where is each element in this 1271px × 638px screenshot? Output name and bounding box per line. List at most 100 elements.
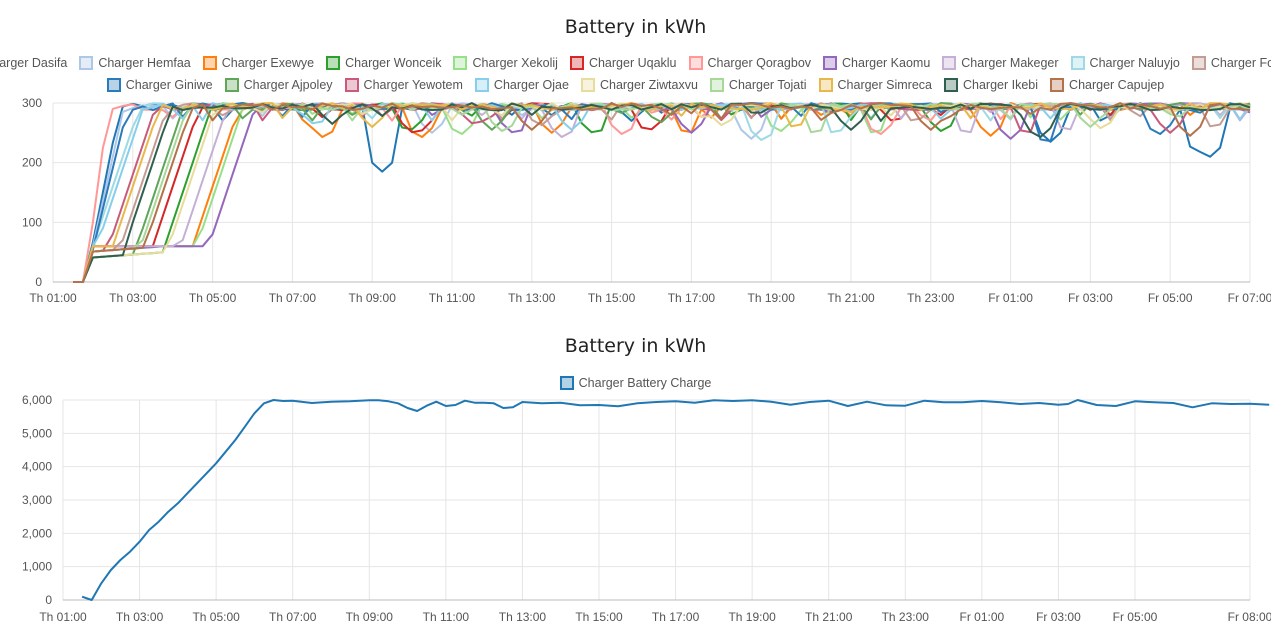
legend-label: Charger Ikebi [963,78,1039,92]
series-line-charger-qoragbov [73,102,1251,283]
legend-label: Charger Fogxafvi [1210,56,1271,70]
x-tick-label: Th 09:00 [346,610,394,624]
x-tick-label: Th 23:00 [882,610,930,624]
series-line-charger-kaomu [73,102,1251,283]
chart-bottom: Battery in kWh Charger Battery Charge Th… [0,318,1271,638]
legend-item-charger-ikebi[interactable]: Charger Ikebi [944,78,1038,92]
legend-item-charger-wonceik[interactable]: Charger Wonceik [326,56,441,70]
series-line-charger-battery-charge [81,399,1270,601]
legend-label: Charger Makeger [961,56,1059,70]
legend-item-charger-battery-charge[interactable]: Charger Battery Charge [559,376,712,390]
legend-label: Charger Tojati [728,78,807,92]
x-tick-label: Fr 03:00 [1036,610,1081,624]
x-tick-label: Fr 08:00 [1228,610,1271,624]
x-tick-label: Th 07:00 [269,610,317,624]
chart-plot-bottom: Th 01:00 Th 03:00 Th 05:00 Th 07:00 Th 09:00… [22,393,1271,624]
legend-label: Charger Uqaklu [588,56,677,70]
legend-label: Charger Ojae [493,78,569,92]
legend-item-charger-capujep[interactable]: Charger Capujep [1050,78,1164,92]
series-line-charger-ziwtaxvu [73,102,1251,283]
x-tick-label: Th 07:00 [269,291,317,305]
series-line-charger-uqaklu [73,102,1251,283]
y-tick-label: 300 [22,96,42,110]
legend-item-charger-ziwtaxvu[interactable]: Charger Ziwtaxvu [580,78,698,92]
x-tick-label: Th 01:00 [29,291,77,305]
series-line-charger-fogxafvi [73,102,1251,283]
legend-swatch [344,78,359,92]
y-tick-label: 100 [22,215,42,229]
legend-item-charger-makeger[interactable]: Charger Makeger [942,56,1059,70]
legend-row: Charger Battery Charge [0,372,1271,394]
x-tick-label: Th 21:00 [805,610,853,624]
legend-item-charger-dasifa[interactable]: Charger Dasifa [0,56,67,70]
series-line-charger-ojae [73,102,1251,283]
legend-item-charger-giniwe[interactable]: Charger Giniwe [106,78,213,92]
x-tick-label: Th 11:00 [423,610,470,624]
x-tick-label: Th 05:00 [189,291,237,305]
legend-label: Charger Wonceik [345,56,442,70]
x-tick-label: Th 03:00 [116,610,164,624]
legend-item-charger-simreca[interactable]: Charger Simreca [818,78,932,92]
legend-item-charger-kaomu[interactable]: Charger Kaomu [823,56,930,70]
chart-title: Battery in kWh [564,16,707,38]
series-line-charger-makeger [73,102,1251,283]
series-line-charger-tojati [73,102,1251,283]
series-line-charger-wonceik [73,102,1251,283]
x-tick-label: Th 19:00 [748,291,796,305]
y-tick-label: 6,000 [22,393,52,407]
x-tick-label: Th 21:00 [827,291,875,305]
x-tick-label: Th 01:00 [39,610,87,624]
legend-item-charger-hemfaa[interactable]: Charger Hemfaa [79,56,191,70]
legend-item-charger-tojati[interactable]: Charger Tojati [709,78,807,92]
legend-swatch [818,78,833,92]
legend-swatch [1191,56,1206,70]
legend-swatch [1070,56,1085,70]
legend-item-charger-xekolij[interactable]: Charger Xekolij [453,56,558,70]
legend-item-charger-naluyjo[interactable]: Charger Naluyjo [1070,56,1180,70]
legend-item-charger-uqaklu[interactable]: Charger Uqaklu [569,56,677,70]
legend-swatch [106,78,121,92]
y-tick-label: 0 [45,593,52,607]
y-tick-label: 4,000 [22,460,52,474]
legend-swatch [569,56,584,70]
legend-label: Charger Hemfaa [98,56,191,70]
legend-swatch [326,56,341,70]
series-line-charger-ajpoley [73,102,1251,283]
legend-label: Charger Xekolij [472,56,558,70]
legend-item-charger-ojae[interactable]: Charger Ojae [474,78,569,92]
legend-label: Charger Kaomu [842,56,931,70]
series-line-charger-simreca [73,102,1251,283]
y-tick-label: 0 [35,275,42,289]
series-line-charger-ikebi [73,102,1251,283]
legend-item-charger-yewotem[interactable]: Charger Yewotem [344,78,463,92]
legend: Charger Battery Charge [0,372,1271,394]
x-tick-label: Th 15:00 [588,291,636,305]
x-tick-label: Th 05:00 [192,610,240,624]
legend-label: Charger Yewotem [363,78,463,92]
legend-label: Charger Giniwe [125,78,213,92]
legend-swatch [79,56,94,70]
legend-item-charger-qoragbov[interactable]: Charger Qoragbov [688,56,811,70]
legend: Charger Dasifa Charger Hemfaa Charger Exew… [0,52,1271,96]
legend-swatch [823,56,838,70]
series-line-charger-dasifa [73,102,1251,283]
y-tick-label: 200 [22,156,42,170]
legend-item-charger-exewye[interactable]: Charger Exewye [202,56,315,70]
x-tick-label: Fr 01:00 [960,610,1005,624]
x-tick-label: Th 13:00 [508,291,556,305]
x-tick-label: Th 19:00 [728,610,776,624]
chart-plot-top: Th 01:00 Th 03:00 Th 05:00 Th 07:00 Th 09:00… [22,96,1271,305]
legend-label: Charger Exewye [221,56,315,70]
x-tick-label: Th 23:00 [907,291,955,305]
legend-item-charger-ajpoley[interactable]: Charger Ajpoley [224,78,333,92]
series-line-charger-giniwe [73,102,1251,283]
legend-label: Charger Battery Charge [578,376,712,390]
series-line-charger-exewye [73,102,1251,283]
legend-item-charger-fogxafvi[interactable]: Charger Fogxafvi [1191,56,1271,70]
y-tick-label: 5,000 [22,426,52,440]
chart-title: Battery in kWh [564,335,707,357]
legend-swatch [709,78,724,92]
legend-label: Charger Ziwtaxvu [599,78,698,92]
series-line-charger-yewotem [73,102,1251,283]
legend-label: Charger Ajpoley [243,78,333,92]
